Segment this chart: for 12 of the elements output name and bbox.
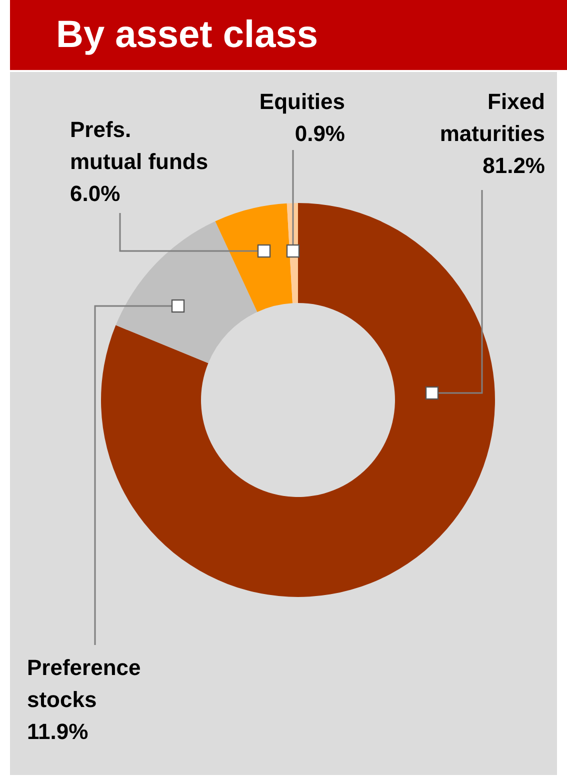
slice-label: Preference stocks <box>27 655 141 712</box>
donut-slice <box>116 221 258 364</box>
slice-label: Equities <box>259 89 345 114</box>
donut-slice <box>215 203 293 312</box>
slice-label: Prefs. mutual funds <box>70 117 208 174</box>
chart-title: By asset class <box>10 0 567 70</box>
donut-slice <box>101 203 495 597</box>
slice-label: Fixed maturities <box>440 89 545 146</box>
data-label: 0.9% <box>294 121 345 146</box>
data-label: 6.0% <box>70 181 120 206</box>
data-label: 11.9% <box>27 719 88 744</box>
data-label: 81.2% <box>482 153 545 178</box>
